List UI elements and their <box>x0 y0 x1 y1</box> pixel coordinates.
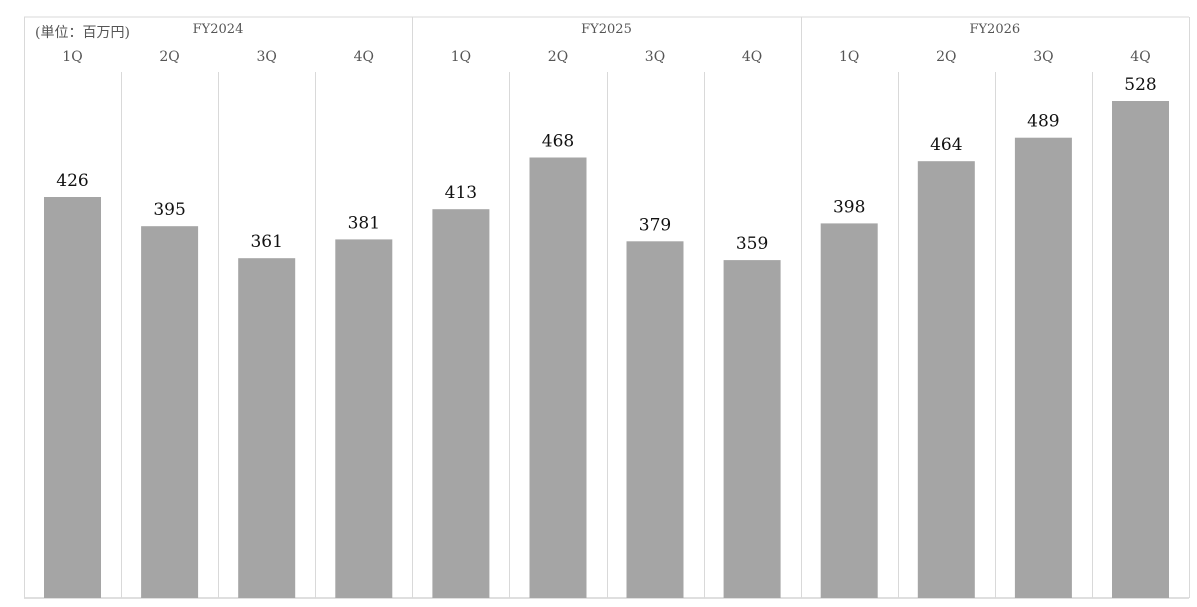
quarter-label: 2Q <box>936 49 956 65</box>
bar-value-label: 379 <box>639 215 671 235</box>
quarter-label: 1Q <box>839 49 859 65</box>
bar <box>1112 101 1169 598</box>
bar-value-label: 413 <box>445 183 477 203</box>
bar <box>238 258 296 598</box>
bar <box>335 239 393 598</box>
bar <box>917 161 975 598</box>
bar-value-label: 361 <box>250 232 282 252</box>
bar-value-label: 395 <box>153 200 185 220</box>
bar-value-label: 464 <box>930 135 962 155</box>
chart-header: (単位：百万円) <box>35 25 130 41</box>
bar <box>723 260 781 598</box>
quarter-labels: 1Q 2Q 3Q 4Q 1Q 2Q 3Q 4Q 1Q 2Q 3Q 4Q <box>62 49 1150 65</box>
quarter-label: 3Q <box>257 49 277 65</box>
fiscal-year-label: FY2024 <box>193 22 244 37</box>
quarter-label: 1Q <box>62 49 82 65</box>
value-labels: 426 395 361 381 413 468 379 359 398 464 489 528 <box>56 75 1156 254</box>
bar-value-label: 381 <box>348 213 380 233</box>
quarter-label: 2Q <box>548 49 568 65</box>
bar <box>44 197 101 598</box>
fiscal-year-label: FY2026 <box>969 22 1020 37</box>
quarter-label: 2Q <box>159 49 179 65</box>
bar-value-label: 489 <box>1027 112 1059 132</box>
bar-value-label: 528 <box>1124 75 1156 95</box>
bar <box>432 209 490 598</box>
bar <box>820 223 878 598</box>
bar-value-label: 398 <box>833 197 865 217</box>
bar <box>1014 137 1072 598</box>
bar <box>626 241 684 599</box>
quarter-label: 3Q <box>1033 49 1053 65</box>
quarter-label: 3Q <box>645 49 665 65</box>
quarter-label: 4Q <box>1130 49 1150 65</box>
column-separators <box>24 16 1190 599</box>
year-labels: FY2024 FY2025 FY2026 <box>193 22 1020 37</box>
unit-label: (単位：百万円) <box>35 25 130 41</box>
fiscal-year-label: FY2025 <box>581 22 632 37</box>
bar-value-label: 426 <box>56 171 88 191</box>
bars <box>44 101 1169 599</box>
quarter-label: 1Q <box>451 49 471 65</box>
bar-value-label: 359 <box>736 234 768 254</box>
bar <box>529 157 587 598</box>
bar-value-label: 468 <box>542 132 574 152</box>
quarter-label: 4Q <box>742 49 762 65</box>
bar <box>141 226 199 598</box>
quarter-label: 4Q <box>354 49 374 65</box>
